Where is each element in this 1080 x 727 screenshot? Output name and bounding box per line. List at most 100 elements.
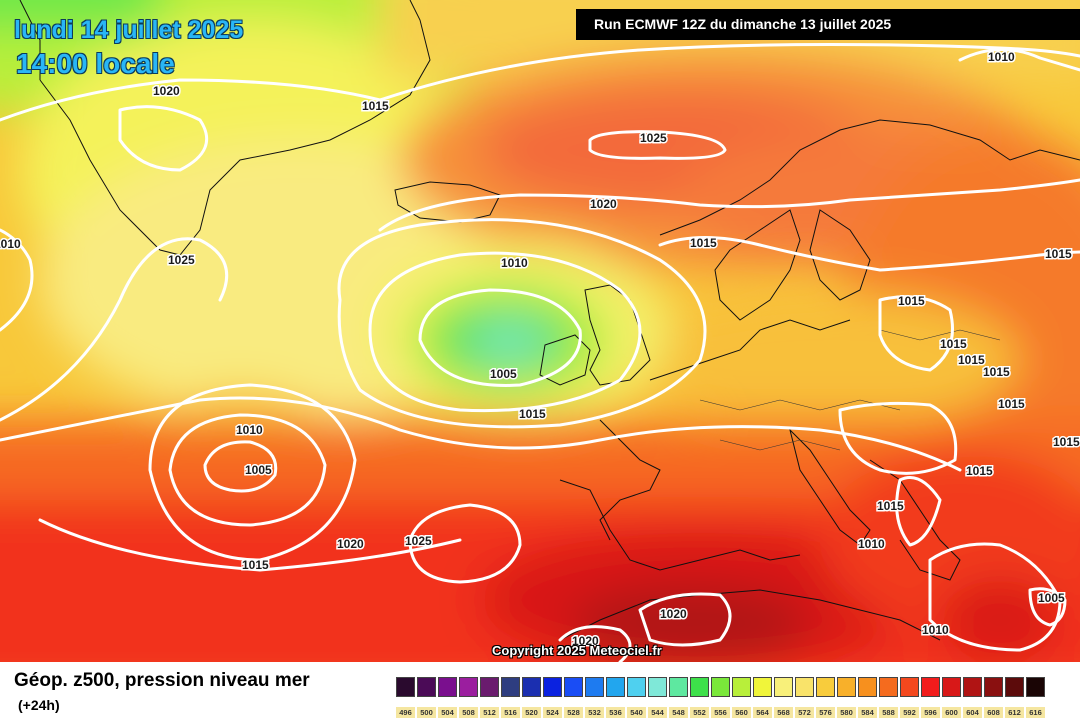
color-scale-cell [585, 677, 604, 697]
forecast-date: lundi 14 juillet 2025 [14, 16, 244, 44]
color-scale-cell [984, 677, 1003, 697]
isobar-label: 1020 [337, 537, 364, 551]
isobar-label: 1015 [362, 99, 389, 113]
model-run-banner: Run ECMWF 12Z du dimanche 13 juillet 202… [576, 9, 1080, 40]
color-scale-label: 616 [1026, 707, 1045, 718]
color-scale-label: 572 [795, 707, 814, 718]
color-scale-cell [1005, 677, 1024, 697]
isobar-label: 1015 [519, 407, 546, 421]
color-scale-labels: 496 500 504 508 512 516 520 524 528 532 536 540 544 5… [396, 707, 1047, 718]
color-scale-label: 556 [711, 707, 730, 718]
color-scale-cell [816, 677, 835, 697]
isobars [0, 42, 1080, 662]
coastlines [19, 0, 1080, 641]
color-scale-cell [564, 677, 583, 697]
color-scale-cell [732, 677, 751, 697]
color-scale-cell [795, 677, 814, 697]
color-scale-label: 568 [774, 707, 793, 718]
color-scale-label: 512 [480, 707, 499, 718]
isobar-label: 1010 [236, 423, 263, 437]
isobar-label: 1010 [0, 237, 21, 251]
color-scale-label: 532 [585, 707, 604, 718]
isobar-label: 1015 [983, 365, 1010, 379]
color-scale-label: 588 [879, 707, 898, 718]
color-scale-cell [417, 677, 436, 697]
color-scale-cell [711, 677, 730, 697]
color-scale-cell [543, 677, 562, 697]
color-scale-label: 612 [1005, 707, 1024, 718]
color-scale-cell [963, 677, 982, 697]
color-scale-cell [837, 677, 856, 697]
color-scale-label: 604 [963, 707, 982, 718]
isobar-label: 1015 [1045, 247, 1072, 261]
color-scale-cell [480, 677, 499, 697]
color-scale-label: 544 [648, 707, 667, 718]
color-scale-cell [774, 677, 793, 697]
color-scale-label: 524 [543, 707, 562, 718]
isobar-label: 1010 [858, 537, 885, 551]
isobar-label: 1015 [958, 353, 985, 367]
color-scale-cell [690, 677, 709, 697]
isobar-label: 1010 [922, 623, 949, 637]
isobar-label: 1005 [245, 463, 272, 477]
color-scale [396, 677, 1047, 697]
color-scale-cell [1026, 677, 1045, 697]
isobar-label: 1025 [640, 131, 667, 145]
isobar-label: 1015 [966, 464, 993, 478]
color-scale-label: 516 [501, 707, 520, 718]
isobar-label: 1010 [501, 256, 528, 270]
isobar-label: 1025 [405, 534, 432, 548]
color-scale-label: 564 [753, 707, 772, 718]
isobar-label: 1015 [690, 236, 717, 250]
isobar-label: 1005 [490, 367, 517, 381]
isobar-label: 1020 [153, 84, 180, 98]
color-scale-cell [438, 677, 457, 697]
color-scale-cell [459, 677, 478, 697]
isobar-label: 1020 [660, 607, 687, 621]
color-scale-label: 520 [522, 707, 541, 718]
forecast-time: 14:00 locale [16, 48, 175, 79]
color-scale-label: 560 [732, 707, 751, 718]
isobar-label: 1015 [898, 294, 925, 308]
color-scale-label: 600 [942, 707, 961, 718]
color-scale-label: 548 [669, 707, 688, 718]
color-scale-label: 500 [417, 707, 436, 718]
color-scale-cell [858, 677, 877, 697]
color-scale-cell [921, 677, 940, 697]
color-scale-cell [669, 677, 688, 697]
isobar-label: 1020 [590, 197, 617, 211]
legend-title: Géop. z500, pression niveau mer [14, 670, 310, 691]
isobar-label: 1015 [998, 397, 1025, 411]
color-scale-label: 608 [984, 707, 1003, 718]
color-scale-cell [753, 677, 772, 697]
isobar-label: 1025 [168, 253, 195, 267]
color-scale-label: 540 [627, 707, 646, 718]
color-scale-cell [522, 677, 541, 697]
color-scale-cell [501, 677, 520, 697]
color-scale-label: 508 [459, 707, 478, 718]
color-scale-cell [942, 677, 961, 697]
color-scale-label: 580 [837, 707, 856, 718]
weather-map: 1010 1020 1015 1025 1020 1015 1025 1010 … [0, 0, 1080, 662]
color-scale-label: 552 [690, 707, 709, 718]
color-scale-label: 496 [396, 707, 415, 718]
copyright-notice: Copyright 2025 Meteociel.fr [492, 643, 662, 658]
color-scale-cell [396, 677, 415, 697]
color-scale-cell [627, 677, 646, 697]
color-scale-cell [900, 677, 919, 697]
color-scale-cell [648, 677, 667, 697]
isobar-label: 1015 [877, 499, 904, 513]
color-scale-label: 504 [438, 707, 457, 718]
color-scale-label: 528 [564, 707, 583, 718]
isobar-labels: 1010 1020 1015 1025 1020 1015 1025 1010 … [0, 49, 1080, 650]
color-scale-label: 596 [921, 707, 940, 718]
isobar-label: 1005 [1038, 591, 1065, 605]
color-scale-label: 576 [816, 707, 835, 718]
isobar-label: 1020 [572, 634, 599, 648]
isobar-label: 1010 [988, 50, 1015, 64]
color-scale-label: 536 [606, 707, 625, 718]
color-scale-cell [606, 677, 625, 697]
color-scale-cell [879, 677, 898, 697]
color-scale-label: 584 [858, 707, 877, 718]
isobar-label: 1015 [242, 558, 269, 572]
